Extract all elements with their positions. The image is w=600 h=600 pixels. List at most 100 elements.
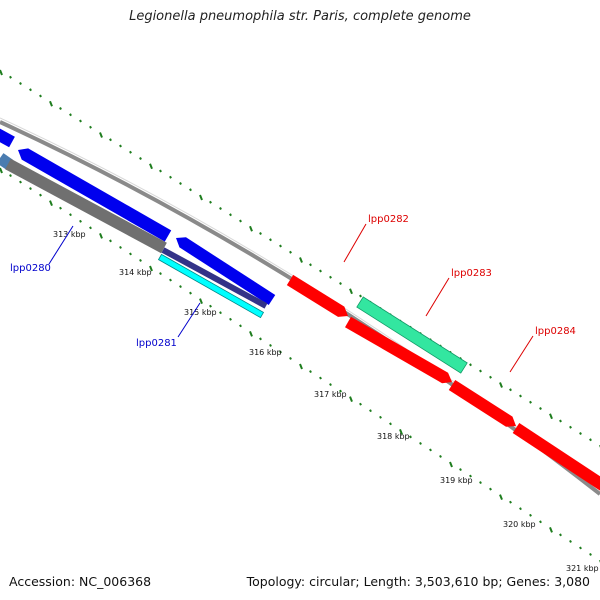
outer-tick <box>489 375 492 379</box>
inner-tick <box>349 396 353 403</box>
inner-tick <box>249 330 253 337</box>
outer-tick <box>319 269 322 273</box>
scale-label: 321 kbp <box>566 564 599 573</box>
outer-tick <box>0 69 3 76</box>
scale-label: 318 kbp <box>377 432 410 441</box>
inner-tick <box>99 232 103 239</box>
outer-tick <box>299 257 303 263</box>
inner-tick <box>0 167 3 174</box>
outer-tick <box>359 294 362 298</box>
inner-tick <box>209 304 212 308</box>
outer-tick <box>99 132 103 138</box>
gene-lpp0281-reverse[interactable] <box>176 237 276 306</box>
inner-tick <box>259 337 262 341</box>
gene-leader-line <box>425 277 450 317</box>
feature-gray[interactable] <box>5 158 167 254</box>
gene-leader-line <box>48 225 74 265</box>
gene-label-lpp0281[interactable]: lpp0281 <box>136 338 177 349</box>
inner-tick <box>459 468 462 471</box>
scale-label: 316 kbp <box>249 348 282 357</box>
gene-lightblue[interactable] <box>0 153 14 170</box>
outer-tick <box>159 169 162 173</box>
inner-tick <box>329 383 332 387</box>
outer-tick <box>279 244 282 248</box>
gene-label-lpp0282[interactable]: lpp0282 <box>368 214 409 225</box>
inner-tick <box>379 415 382 419</box>
outer-tick <box>89 125 92 129</box>
outer-tick <box>9 75 12 79</box>
feature-cyan[interactable] <box>157 253 265 319</box>
gene-lpp0282-forward[interactable] <box>286 274 348 317</box>
outer-tick <box>129 150 132 154</box>
inner-tick <box>489 487 492 491</box>
outer-tick <box>199 194 203 201</box>
inner-tick <box>409 435 412 439</box>
gene-forward-tail[interactable] <box>512 422 600 495</box>
outer-tick <box>329 275 332 279</box>
outer-tick <box>479 369 482 373</box>
outer-tick <box>529 400 532 404</box>
backbone-outer <box>0 120 600 496</box>
gene-label-lpp0284[interactable]: lpp0284 <box>535 326 576 337</box>
gene-lpp0284-forward[interactable] <box>448 379 516 427</box>
outer-tick <box>339 282 342 285</box>
inner-tick <box>199 298 203 305</box>
gene-label-lpp0280[interactable]: lpp0280 <box>10 263 51 274</box>
inner-tick <box>219 311 222 315</box>
inner-tick <box>479 481 482 485</box>
gene-lpp0283-forward[interactable] <box>345 316 452 384</box>
inner-tick <box>399 428 403 435</box>
inner-tick <box>269 343 272 347</box>
outer-tick <box>39 94 42 98</box>
inner-tick <box>419 441 422 445</box>
inner-tick <box>229 317 232 321</box>
gene-leader-line <box>509 335 534 373</box>
inner-tick <box>109 239 112 243</box>
topology-text: Topology: circular; Length: 3,503,610 bp… <box>246 574 590 589</box>
outer-tick <box>119 144 122 148</box>
cds-green[interactable] <box>356 296 468 374</box>
accession-text: Accession: NC_006368 <box>9 574 152 589</box>
inner-tick <box>89 226 92 230</box>
outer-tick <box>19 82 22 85</box>
outer-tick <box>519 394 522 398</box>
outer-tick <box>259 232 262 235</box>
inner-tick <box>39 193 42 197</box>
inner-tick <box>49 200 53 207</box>
inner-tick <box>559 533 562 537</box>
gene-segment-reverse[interactable] <box>0 125 15 148</box>
outer-tick <box>229 213 232 217</box>
inner-tick <box>529 513 532 517</box>
outer-tick <box>189 188 192 192</box>
scale-label: 315 kbp <box>184 308 217 317</box>
outer-tick <box>69 113 72 117</box>
inner-tick <box>499 494 503 501</box>
inner-tick <box>139 259 142 262</box>
inner-tick <box>299 363 303 370</box>
inner-tick <box>189 291 192 295</box>
inner-tick <box>539 520 542 524</box>
inner-tick <box>519 507 522 511</box>
feature-dark[interactable] <box>161 247 268 309</box>
inner-tick <box>289 357 292 360</box>
inner-tick <box>469 474 472 478</box>
gene-leader-line <box>177 302 201 338</box>
outer-tick <box>589 438 592 442</box>
inner-tick <box>439 455 442 458</box>
outer-tick <box>269 238 272 242</box>
outer-tick <box>59 107 62 110</box>
scale-label: 314 kbp <box>119 268 152 277</box>
outer-tick <box>249 225 253 232</box>
gene-lpp0280-reverse[interactable] <box>18 148 172 242</box>
outer-tick <box>289 250 292 254</box>
gene-label-lpp0283[interactable]: lpp0283 <box>451 268 492 279</box>
outer-tick <box>239 219 242 223</box>
outer-tick <box>209 200 212 204</box>
outer-tick <box>139 157 142 160</box>
inner-tick <box>169 278 172 282</box>
outer-tick <box>469 363 472 367</box>
inner-tick <box>509 500 512 504</box>
inner-tick <box>69 213 72 217</box>
inner-tick <box>579 546 582 550</box>
